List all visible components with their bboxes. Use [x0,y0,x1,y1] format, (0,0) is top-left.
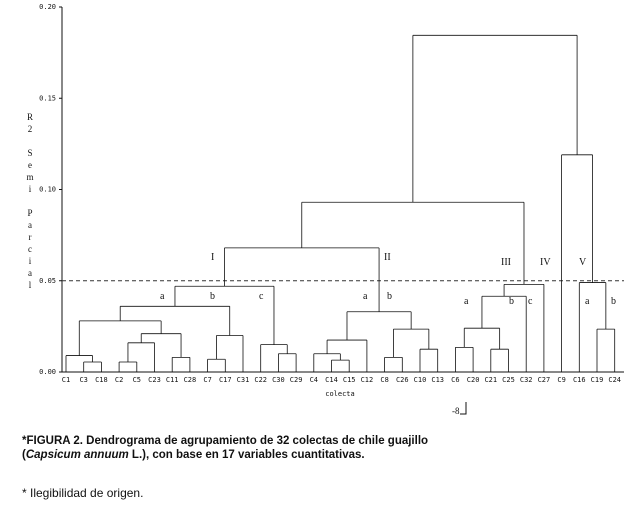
dendrogram-link [140,333,182,358]
caption-species: Capsicum annuum [25,449,129,461]
dendrogram-link [463,327,501,350]
dendrogram-link [216,335,244,372]
x-axis-label: colecta [325,390,355,398]
y-tick-label: 0.00 [39,368,56,376]
leaf-label: C23 [148,376,161,384]
leaf-label: C4 [310,376,318,384]
leaf-label: C2 [115,376,123,384]
dendrogram-link [419,348,439,372]
leaf-label: C26 [396,376,409,384]
leaf-label: C12 [361,376,374,384]
leaf-label: C30 [272,376,285,384]
dendrogram-link [127,342,155,372]
y-tick-label: 0.20 [39,3,56,11]
cluster-label: c [528,296,533,307]
dendrogram-link [260,344,288,372]
leaf-label: C18 [95,376,108,384]
leaf-label: C31 [237,376,250,384]
cluster-label: b [611,296,616,307]
dendrogram-link [455,346,474,372]
dendrogram-link [561,154,593,372]
leaf-label: C32 [520,376,533,384]
leaf-label: C8 [380,376,388,384]
dendrogram-link [412,34,578,203]
corner-mark [460,402,467,415]
dendrogram-link [326,339,368,372]
dendrogram-link [171,357,191,372]
leaf-label: C7 [203,376,211,384]
leaf-label: C9 [557,376,565,384]
leaf-label: C10 [414,376,427,384]
cluster-label: a [363,291,368,302]
cluster-label: b [387,291,392,302]
caption-marker: * [22,435,27,447]
dendrogram-link [207,358,226,372]
page-mark: -8 [452,406,460,416]
leaf-label: C28 [184,376,197,384]
cluster-label: V [579,257,587,268]
cluster-label: a [464,296,469,307]
leaf-label: C17 [219,376,232,384]
leaf-label: C6 [451,376,459,384]
cluster-label: b [210,291,215,302]
leaf-label: C19 [591,376,604,384]
leaf-label: C16 [573,376,586,384]
cluster-label: II [384,252,391,263]
y-tick-label: 0.15 [39,94,56,102]
dendrogram-link [384,357,403,372]
caption-text: Dendrograma de agrupamiento de 32 colect… [22,435,429,461]
leaf-label: C21 [484,376,497,384]
dendrogram-link [83,361,102,372]
dendrogram-link [301,201,525,285]
dendrogram-link [578,282,607,372]
dendrogram-link [481,295,527,372]
dendrogram-link [224,247,380,312]
dendrogram-link [78,320,162,356]
cluster-label: a [585,296,590,307]
cluster-label: b [509,296,514,307]
y-axis-label: R2 Semi Parcial [25,112,35,292]
dendrogram-link [596,328,616,372]
dendrogram-link [278,353,297,372]
leaf-label: C27 [538,376,551,384]
leaf-label: C15 [343,376,356,384]
dendrogram-link [331,359,350,372]
leaf-label: C20 [467,376,480,384]
y-tick-label: 0.05 [39,277,56,285]
dendrogram-link [490,348,509,372]
leaf-label: C11 [166,376,179,384]
leaf-label: C25 [502,376,515,384]
leaf-label: C3 [79,376,87,384]
leaf-label: C29 [290,376,303,384]
cluster-label: c [259,291,264,302]
dendrogram: R2 Semi Parcial colecta -8 I II III IV V… [25,3,624,416]
dendrogram-link [393,328,430,358]
cluster-label: IV [540,257,551,268]
leaf-label: C1 [62,376,70,384]
caption: *FIGURA 2. Dendrograma de agrupamiento d… [22,434,442,462]
cluster-label: I [211,252,214,263]
dendrogram-link [346,311,412,341]
dendrogram-link [65,355,93,372]
leaf-label: C13 [431,376,444,384]
caption-label: FIGURA 2. [26,435,83,447]
caption-text: L.), con base en 17 variables cuantitati… [128,449,365,461]
leaf-label: C24 [608,376,621,384]
leaf-label: C14 [325,376,338,384]
cluster-label: III [501,257,511,268]
leaf-label: C22 [254,376,267,384]
footnote: * Ilegibilidad de origen. [22,486,144,500]
dendrogram-link [118,361,138,372]
leaf-label: C5 [133,376,141,384]
y-tick-label: 0.10 [39,186,56,194]
dendrogram-link [313,353,341,372]
cluster-label: a [160,291,165,302]
